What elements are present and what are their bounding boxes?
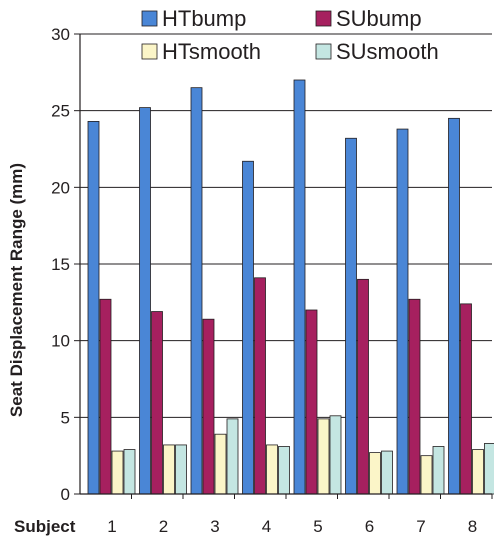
bar-HTbump-6 (345, 137, 357, 495)
y-tick-label-0: 0 (61, 485, 70, 504)
bar-HTbump-1 (87, 121, 100, 495)
legend: HTbump SUbump HTsmooth SUsmooth (141, 6, 439, 64)
x-tick-label-3: 3 (210, 517, 219, 536)
x-tick-label-7: 7 (416, 517, 425, 536)
legend-swatch-HTbump (141, 10, 158, 27)
y-tick-label-30: 30 (51, 25, 70, 44)
y-tick-label-20: 20 (51, 178, 70, 197)
bar-SUbump-3 (202, 318, 215, 495)
bar-HTsmooth-8 (472, 449, 484, 495)
legend-swatch-SUbump (315, 10, 332, 27)
bar-SUsmooth-7 (432, 446, 445, 495)
bar-SUbump-1 (99, 298, 112, 495)
bar-SUbump-8 (460, 303, 472, 495)
legend-label-HTsmooth: HTsmooth (162, 39, 261, 64)
bar-HTsmooth-3 (214, 433, 227, 495)
legend-label-HTbump: HTbump (162, 6, 246, 31)
bar-SUbump-5 (305, 309, 318, 495)
bars (87, 79, 494, 495)
bar-SUbump-4 (254, 277, 266, 495)
x-tick-label-4: 4 (262, 517, 271, 536)
bar-SUbump-7 (408, 298, 421, 495)
bar-SUsmooth-8 (484, 442, 494, 495)
bar-HTsmooth-7 (420, 455, 433, 495)
legend-label-SUbump: SUbump (336, 6, 422, 31)
y-tick-label-15: 15 (51, 255, 70, 274)
y-tick-label-5: 5 (61, 408, 70, 427)
x-tick-label-6: 6 (365, 517, 374, 536)
x-tick-label-2: 2 (159, 517, 168, 536)
bar-HTbump-2 (139, 107, 151, 495)
legend-label-SUsmooth: SUsmooth (336, 39, 439, 64)
bar-HTbump-8 (448, 117, 460, 495)
bar-HTbump-3 (190, 87, 203, 495)
y-axis-ticks: 0 5 10 15 20 25 30 (51, 25, 80, 504)
legend-swatch-SUsmooth (315, 43, 332, 60)
x-tick-label-5: 5 (313, 517, 322, 536)
bar-SUbump-2 (151, 311, 163, 495)
x-axis-ticks: 1 2 3 4 5 6 7 8 (107, 494, 493, 536)
x-axis-title: Subject (14, 517, 76, 536)
bar-SUsmooth-6 (381, 450, 393, 495)
y-tick-label-25: 25 (51, 102, 70, 121)
bar-HTsmooth-4 (266, 444, 278, 495)
bar-HTbump-4 (242, 160, 254, 495)
y-axis-title: Seat Displacement Range (mm) (7, 163, 26, 417)
bar-HTsmooth-2 (163, 444, 175, 495)
bar-SUsmooth-1 (123, 449, 136, 495)
x-tick-label-1: 1 (107, 517, 116, 536)
bar-HTsmooth-6 (369, 452, 381, 495)
bar-HTsmooth-1 (111, 450, 124, 495)
legend-swatch-HTsmooth (141, 43, 158, 60)
x-tick-label-8: 8 (468, 517, 477, 536)
bar-HTbump-7 (396, 128, 409, 495)
bar-SUsmooth-3 (226, 418, 239, 495)
bar-SUsmooth-5 (329, 415, 342, 495)
bar-SUsmooth-2 (175, 444, 187, 495)
bar-SUsmooth-4 (278, 446, 290, 495)
bar-HTbump-5 (293, 79, 306, 495)
bar-SUbump-6 (357, 278, 369, 495)
y-tick-label-10: 10 (51, 332, 70, 351)
bar-HTsmooth-5 (317, 418, 330, 495)
